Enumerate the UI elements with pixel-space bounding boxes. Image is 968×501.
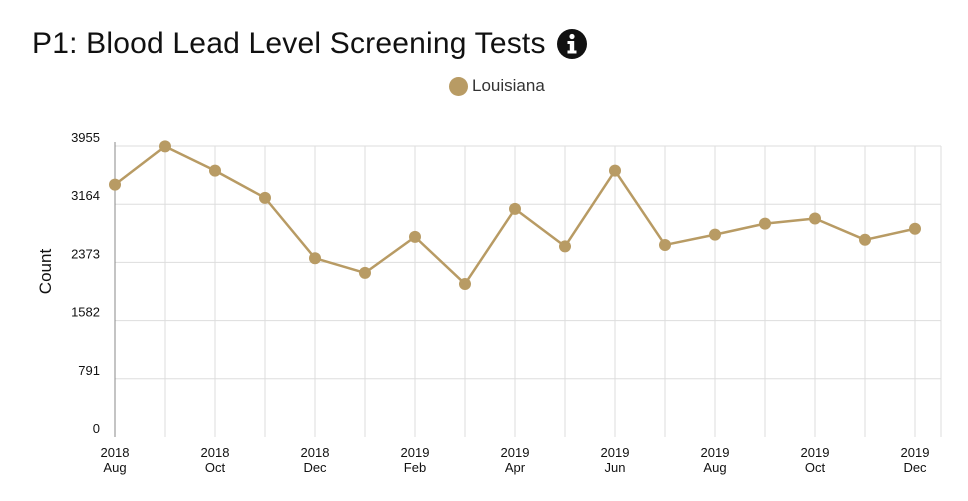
data-point[interactable] (359, 266, 371, 279)
info-circle-icon[interactable] (556, 28, 588, 60)
data-point[interactable] (709, 228, 721, 241)
legend-label: Louisiana (472, 76, 545, 95)
data-point[interactable] (509, 202, 521, 215)
x-tick-label: 2019 Apr (501, 445, 530, 475)
data-point[interactable] (659, 238, 671, 251)
data-point[interactable] (859, 233, 871, 246)
y-tick-label: 2373 (71, 246, 100, 261)
legend[interactable]: Louisiana (449, 76, 545, 96)
y-tick-label: 3164 (71, 188, 100, 203)
x-tick-label: 2018 Oct (201, 445, 230, 475)
x-tick-label: 2019 Aug (701, 445, 730, 475)
x-tick-label: 2019 Oct (801, 445, 830, 475)
data-point[interactable] (109, 178, 121, 191)
data-point[interactable] (159, 140, 171, 153)
x-tick-label: 2018 Dec (301, 445, 330, 475)
y-tick-label: 1582 (71, 305, 100, 320)
y-tick-label: 0 (93, 421, 100, 436)
y-axis-label: Count (36, 249, 55, 295)
data-point[interactable] (459, 277, 471, 290)
legend-marker (449, 76, 468, 96)
data-point[interactable] (809, 212, 821, 225)
data-point[interactable] (609, 164, 621, 177)
page-title: P1: Blood Lead Level Screening Tests (32, 27, 546, 60)
data-point[interactable] (259, 191, 271, 204)
title-row: P1: Blood Lead Level Screening Tests (32, 22, 588, 66)
data-point[interactable] (559, 240, 571, 253)
y-tick-label: 791 (78, 363, 100, 378)
data-point[interactable] (309, 252, 321, 265)
y-tick-label: 3955 (71, 130, 100, 145)
x-tick-label: 2018 Aug (101, 445, 130, 475)
x-tick-label: 2019 Dec (901, 445, 930, 475)
x-tick-label: 2019 Feb (401, 445, 430, 475)
data-point[interactable] (909, 222, 921, 235)
x-tick-label: 2019 Jun (601, 445, 630, 475)
data-point[interactable] (759, 217, 771, 230)
data-point[interactable] (209, 164, 221, 177)
data-point[interactable] (409, 230, 421, 243)
